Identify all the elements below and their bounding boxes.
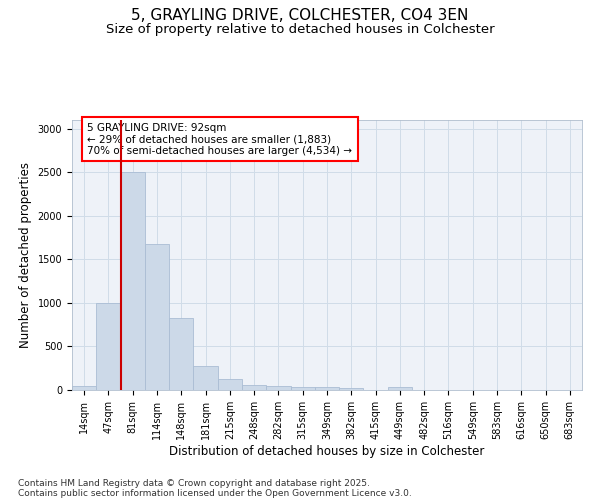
Text: Contains HM Land Registry data © Crown copyright and database right 2025.: Contains HM Land Registry data © Crown c…	[18, 478, 370, 488]
Bar	[388, 388, 412, 390]
Bar	[339, 388, 364, 390]
Text: 5, GRAYLING DRIVE, COLCHESTER, CO4 3EN: 5, GRAYLING DRIVE, COLCHESTER, CO4 3EN	[131, 8, 469, 22]
Y-axis label: Number of detached properties: Number of detached properties	[19, 162, 32, 348]
Bar	[145, 244, 169, 390]
Bar	[290, 386, 315, 390]
Bar	[242, 385, 266, 390]
Bar	[72, 386, 96, 390]
Bar	[96, 303, 121, 390]
Text: Contains public sector information licensed under the Open Government Licence v3: Contains public sector information licen…	[18, 488, 412, 498]
Bar	[266, 386, 290, 390]
X-axis label: Distribution of detached houses by size in Colchester: Distribution of detached houses by size …	[169, 444, 485, 458]
Bar	[218, 378, 242, 390]
Bar	[315, 387, 339, 390]
Text: 5 GRAYLING DRIVE: 92sqm
← 29% of detached houses are smaller (1,883)
70% of semi: 5 GRAYLING DRIVE: 92sqm ← 29% of detache…	[88, 122, 352, 156]
Text: Size of property relative to detached houses in Colchester: Size of property relative to detached ho…	[106, 22, 494, 36]
Bar	[169, 318, 193, 390]
Bar	[121, 172, 145, 390]
Bar	[193, 366, 218, 390]
